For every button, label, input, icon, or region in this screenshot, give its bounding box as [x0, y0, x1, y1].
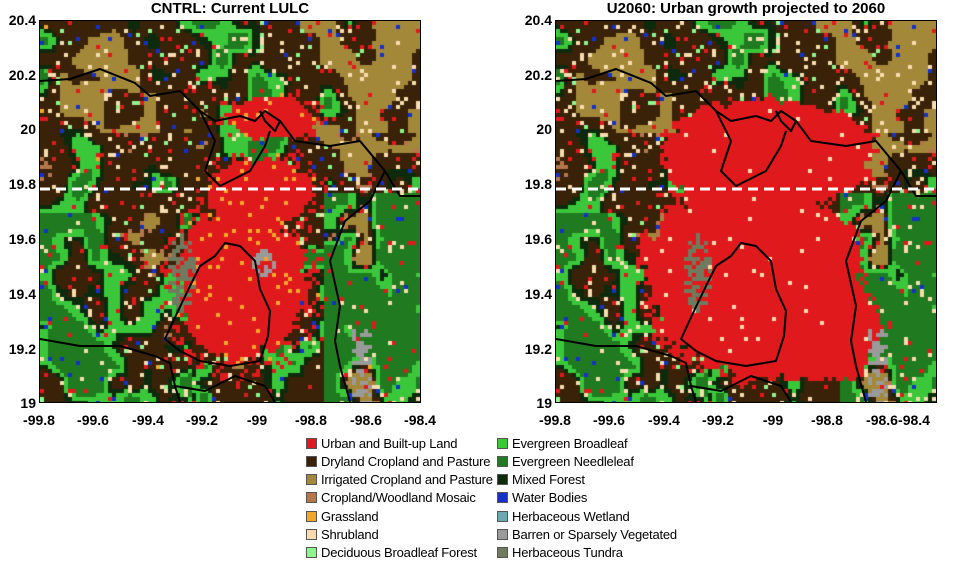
legend-label: Evergreen Broadleaf — [512, 435, 628, 451]
panel-title-current: CNTRL: Current LULC — [150, 0, 310, 17]
legend-label: Herbaceous Wetland — [512, 508, 630, 524]
legend-label: Grassland — [321, 508, 379, 524]
legend-item: Deciduous Broadleaf Forest — [306, 544, 477, 562]
legend-item: Evergreen Broadleaf — [497, 434, 628, 452]
legend-label: Deciduous Broadleaf Forest — [321, 545, 477, 561]
map-overlay-current — [40, 68, 420, 402]
legend-item: Dryland Cropland and Pasture — [306, 452, 490, 470]
y-tick-label: 20.2 — [8, 67, 36, 83]
x-tick-label: -98.8 — [295, 412, 327, 428]
legend-label: Urban and Built-up Land — [321, 435, 458, 451]
legend-item: Irrigated Cropland and Pasture — [306, 471, 493, 489]
x-tick-label: -98.4 — [404, 412, 436, 428]
x-tick-label: -99.4 — [648, 412, 680, 428]
y-tick-label: 20.4 — [8, 12, 36, 28]
legend-swatch — [306, 547, 317, 559]
y-tick-label: 19.2 — [524, 341, 552, 357]
legend-label: Dryland Cropland and Pasture — [321, 453, 491, 469]
y-tick-label: 20.4 — [524, 12, 552, 28]
x-tick-label: -99.4 — [132, 412, 164, 428]
legend-swatch — [306, 529, 317, 540]
state-boundaries — [40, 68, 420, 402]
legend-label: Water Bodies — [512, 490, 588, 506]
y-tick-label: 19.4 — [524, 286, 552, 302]
legend-label: Barren or Sparsely Vegetated — [512, 527, 677, 542]
y-tick-label: 19.4 — [8, 286, 36, 302]
x-tick-label: -99.2 — [702, 412, 734, 428]
x-tick-label: -98.6 — [350, 412, 382, 428]
x-tick-label: -98.6 — [866, 412, 898, 428]
legend-swatch — [497, 510, 508, 522]
legend-item: Water Bodies — [497, 489, 587, 507]
legend-swatch — [497, 455, 508, 467]
y-tick-label: 19.8 — [8, 176, 36, 192]
legend-item: Mixed Forest — [497, 471, 585, 489]
legend-swatch — [497, 474, 508, 486]
x-tick-label: -98.4 — [898, 412, 930, 428]
x-tick-label: -99.8 — [23, 412, 55, 428]
legend-swatch — [306, 455, 317, 467]
legend-item: Evergreen Needleleaf — [497, 452, 634, 470]
y-tick-label: 19.6 — [8, 231, 36, 247]
legend-swatch — [306, 492, 317, 504]
legend-swatch — [497, 492, 508, 504]
x-tick-label: -99.6 — [593, 412, 625, 428]
panel-title-u2060: U2060: Urban growth projected to 2060 — [606, 0, 886, 17]
legend-item: Barren or Sparsely Vegetated — [497, 526, 677, 544]
legend-item: Cropland/Woodland Mosaic — [306, 489, 476, 507]
y-tick-label: 20 — [20, 121, 36, 137]
legend-swatch — [497, 529, 508, 540]
y-tick-label: 20.2 — [524, 67, 552, 83]
legend-item: Urban and Built-up Land — [306, 434, 458, 452]
legend-swatch — [306, 437, 317, 449]
x-tick-label: -99.6 — [77, 412, 109, 428]
y-tick-label: 19 — [20, 395, 36, 411]
legend-label: Cropland/Woodland Mosaic — [321, 490, 476, 506]
map-current-lulc — [39, 20, 421, 403]
legend-label: Irrigated Cropland and Pasture — [321, 472, 493, 488]
x-tick-label: -99.2 — [186, 412, 218, 428]
legend-swatch — [306, 474, 317, 486]
legend-swatch — [497, 437, 508, 449]
y-tick-label: 19.6 — [524, 231, 552, 247]
x-tick-label: -99 — [762, 412, 784, 428]
legend-swatch — [306, 510, 317, 522]
map-u2060-lulc — [555, 20, 937, 403]
x-tick-label: -99 — [246, 412, 268, 428]
legend-item: Shrubland — [306, 526, 379, 544]
legend-item: Herbaceous Wetland — [497, 507, 630, 525]
legend-item: Herbaceous Tundra — [497, 544, 623, 562]
y-tick-label: 20 — [536, 121, 552, 137]
x-tick-label: -98.8 — [811, 412, 843, 428]
legend-label: Evergreen Needleleaf — [512, 453, 634, 469]
legend-item: Grassland — [306, 507, 379, 525]
legend-label: Shrubland — [321, 527, 379, 542]
x-tick-label: -99.8 — [539, 412, 571, 428]
y-tick-label: 19 — [536, 395, 552, 411]
map-overlay-u2060 — [556, 68, 936, 402]
y-tick-label: 19.8 — [524, 176, 552, 192]
legend-label: Herbaceous Tundra — [512, 545, 623, 561]
legend-swatch — [497, 547, 508, 559]
state-boundaries — [556, 68, 936, 402]
y-tick-label: 19.2 — [8, 341, 36, 357]
legend-label: Mixed Forest — [512, 472, 585, 488]
